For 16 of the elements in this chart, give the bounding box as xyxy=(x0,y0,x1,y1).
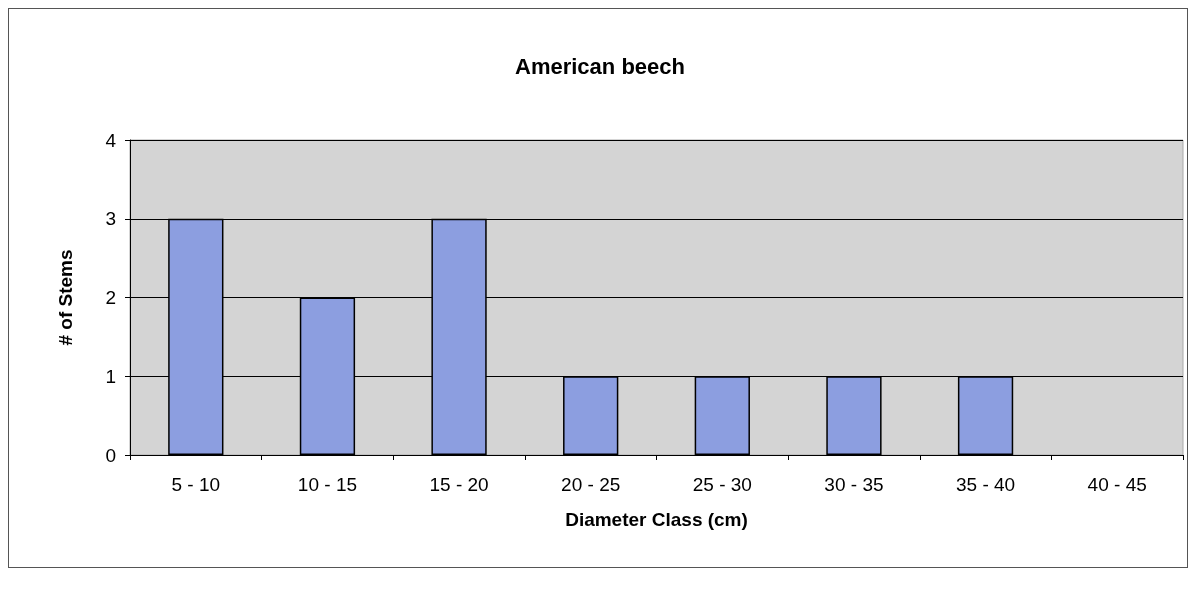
y-axis-title: # of Stems xyxy=(55,249,76,346)
x-tick-label: 10 - 15 xyxy=(297,474,358,495)
x-tick-label: 35 - 40 xyxy=(955,474,1016,495)
y-tick-label: 1 xyxy=(105,365,116,387)
x-tick-label: 30 - 35 xyxy=(824,474,884,495)
x-tick-label: 5 - 10 xyxy=(171,474,221,495)
x-axis-title: Diameter Class (cm) xyxy=(565,509,748,530)
y-tick-label: 0 xyxy=(105,444,116,466)
y-tick-label: 4 xyxy=(105,129,117,151)
x-tick-label: 40 - 45 xyxy=(1087,474,1147,495)
x-tick-label: 25 - 30 xyxy=(692,474,752,495)
x-tick-label: 20 - 25 xyxy=(561,474,621,495)
y-tick-label: 3 xyxy=(105,208,116,230)
y-tick-label: 2 xyxy=(105,287,116,308)
x-tick-label: 15 - 20 xyxy=(429,474,489,495)
chart-title: American beech xyxy=(515,53,685,79)
